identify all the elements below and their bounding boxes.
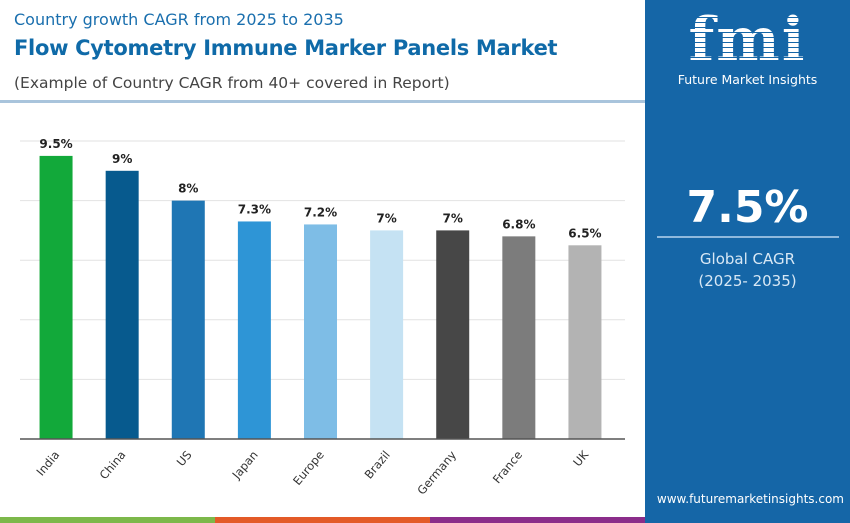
data-label: 6.8% [502,217,535,231]
bar-france [502,236,536,439]
x-tick-label: Germany [414,448,459,498]
global-cagr-title: Global CAGR [699,250,796,268]
bar-japan [237,221,271,439]
bar-uk [568,245,602,439]
website-link[interactable]: www.futuremarketinsights.com [656,492,844,506]
side-panel: fmi Future Market Insights 7.5% Global C… [645,0,850,523]
bar-europe [304,224,337,439]
logo-mark: fmi [645,8,850,72]
bar-india [39,155,73,439]
data-label: 9.5% [39,137,72,151]
bar-brazil [370,230,404,439]
x-tick-label: UK [570,448,591,470]
stripe-purple [430,517,645,523]
logo-text: Future Market Insights [677,72,818,87]
fmi-logo: fmi Future Market Insights [645,8,850,87]
bar-us [171,200,205,439]
x-tick-label: Brazil [362,448,393,482]
chart-note: (Example of Country CAGR from 40+ covere… [14,74,450,92]
header-divider [0,100,645,103]
data-label: 8% [178,182,198,196]
data-label: 9% [112,152,132,166]
data-label: 7.2% [304,205,337,219]
bar-china [105,170,139,440]
data-label: 7% [443,211,463,225]
data-label: 7% [376,211,396,225]
x-tick-label: France [490,448,525,486]
chart-subtitle: Country growth CAGR from 2025 to 2035 [14,10,344,29]
global-cagr-period: (2025- 2035) [698,272,797,290]
data-label: 6.5% [568,226,601,240]
x-tick-label: Europe [290,448,327,488]
panel-divider [657,236,839,238]
x-tick-label: Japan [229,448,261,482]
chart-title: Flow Cytometry Immune Marker Panels Mark… [14,36,558,60]
x-tick-label: US [174,448,195,469]
bar-germany [436,230,470,439]
bar-chart: 9.5% India 9% China 8% US 7.3% Japan 7.2% Europe 7… [20,137,625,498]
stripe-orange [215,517,430,523]
global-cagr-value: 7.5% [686,182,809,233]
x-tick-label: India [33,448,62,479]
data-label: 7.3% [238,202,271,216]
x-tick-label: China [97,448,129,482]
stripe-green [0,517,215,523]
global-cagr-label: Global CAGR (2025- 2035) [645,248,850,292]
